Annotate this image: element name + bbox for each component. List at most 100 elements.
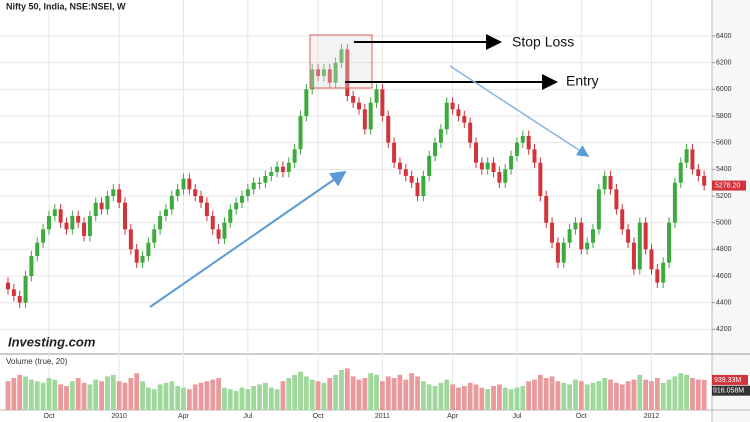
- y-tick-label: 5600: [716, 140, 732, 147]
- last-price-box: [712, 180, 746, 191]
- candle-body: [46, 216, 51, 230]
- candle-body: [626, 229, 631, 243]
- volume-bar: [479, 387, 485, 410]
- candle-body: [11, 289, 16, 296]
- candle-body: [99, 202, 104, 210]
- volume-bar: [5, 381, 11, 410]
- volume-last-label: 939.33M: [714, 377, 741, 384]
- candle-body: [462, 116, 467, 123]
- candle-body: [245, 189, 250, 196]
- candle-body: [117, 189, 122, 203]
- candle-body: [438, 129, 443, 143]
- candle-body: [123, 202, 127, 230]
- volume-bar: [397, 374, 403, 410]
- volume-bar: [52, 379, 58, 410]
- candle-body: [520, 136, 525, 143]
- candle-body: [269, 172, 274, 176]
- volume-bar: [526, 381, 532, 410]
- candle-body: [702, 176, 707, 186]
- volume-bar: [175, 386, 181, 410]
- volume-bar: [216, 378, 221, 410]
- candle-body: [304, 89, 309, 116]
- candle-body: [210, 216, 215, 230]
- candles: [6, 44, 707, 308]
- candle-body: [672, 182, 677, 223]
- candle-body: [479, 162, 484, 170]
- volume-bar: [415, 376, 420, 410]
- candle-body: [667, 222, 672, 263]
- volume-bar: [584, 384, 590, 410]
- volume-bar: [561, 382, 567, 410]
- volume-bar: [268, 387, 274, 410]
- candle-body: [526, 136, 531, 150]
- candle-body: [538, 162, 543, 196]
- volume-bar: [181, 387, 186, 410]
- volume-bar: [491, 386, 496, 410]
- candle-body: [339, 49, 344, 63]
- candle-body: [70, 216, 75, 230]
- x-tick-label: Oct: [313, 413, 324, 420]
- volume-bar: [467, 382, 473, 410]
- volume-bar: [508, 389, 514, 410]
- volume-ma-box: [712, 385, 750, 396]
- volume-bar: [29, 379, 34, 410]
- candle-body: [544, 196, 549, 223]
- volume-bar: [87, 384, 93, 410]
- volume-bar: [163, 382, 169, 410]
- volume-bar: [590, 382, 596, 410]
- volume-bar: [649, 381, 654, 410]
- candle-body: [310, 69, 315, 90]
- candle-body: [286, 162, 291, 172]
- candle-body: [111, 189, 116, 196]
- volume-bar: [122, 382, 128, 410]
- candle-body: [193, 189, 198, 196]
- volume-bar: [637, 374, 643, 410]
- x-tick-label: 2010: [111, 413, 127, 420]
- candle-body: [6, 282, 10, 290]
- candle-body: [240, 196, 244, 203]
- candle-body: [87, 216, 92, 236]
- volume-bar: [69, 381, 75, 410]
- candle-body: [456, 109, 461, 116]
- candle-body: [298, 116, 303, 150]
- volume-bar: [631, 379, 637, 410]
- candle-body: [690, 149, 695, 170]
- volume-bar: [426, 384, 432, 410]
- volume-bar: [40, 382, 46, 410]
- candle-body: [105, 196, 110, 210]
- volume-bar: [701, 379, 707, 410]
- volume-bar: [116, 381, 122, 410]
- candle-body: [187, 178, 192, 190]
- volume-bar: [99, 381, 104, 410]
- x-tick-label: Apr: [447, 413, 459, 420]
- candle-body: [368, 102, 373, 130]
- candle-body: [585, 242, 590, 250]
- candle-body: [427, 156, 432, 176]
- volume-bar: [233, 390, 239, 410]
- grid: [0, 0, 715, 410]
- volume-bar: [374, 374, 379, 410]
- volume-pane: [5, 368, 707, 410]
- chart-title: Nifty 50, India, NSE:NSEI, W: [6, 1, 126, 11]
- volume-bar: [678, 373, 684, 410]
- candle-body: [561, 242, 566, 263]
- volume-bar: [274, 389, 280, 410]
- candle-body: [228, 209, 233, 223]
- candle-body: [345, 49, 350, 96]
- candle-body: [550, 222, 555, 243]
- volume-title: Volume (true, 20): [6, 357, 68, 366]
- candle-body: [152, 229, 157, 243]
- candle-body: [134, 249, 139, 263]
- candle-body: [280, 166, 285, 172]
- volume-bar: [690, 378, 695, 410]
- candle-body: [327, 69, 332, 83]
- candle-body: [333, 62, 338, 83]
- volume-bar: [532, 379, 537, 410]
- volume-bar: [93, 379, 99, 410]
- volume-bar: [350, 376, 356, 410]
- candle-body: [146, 242, 151, 256]
- volume-bar: [64, 386, 69, 410]
- candle-body: [292, 149, 297, 163]
- volume-bar: [46, 378, 52, 410]
- volume-last-box: [712, 374, 748, 385]
